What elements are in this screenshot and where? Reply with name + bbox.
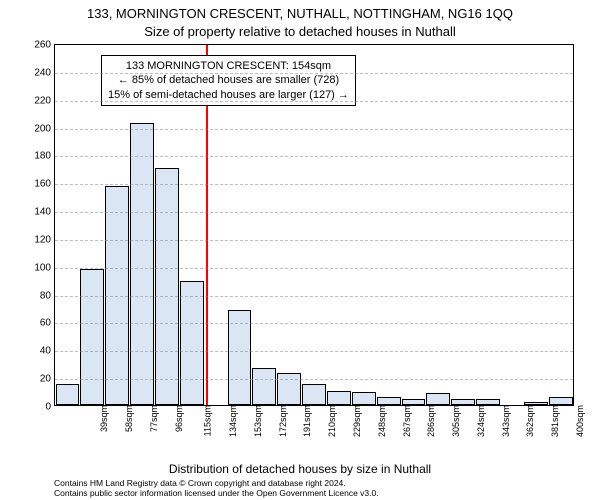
bar: [56, 384, 80, 405]
x-tick-label: 77sqm: [147, 405, 159, 432]
bar: [549, 397, 573, 405]
grid-line: [55, 296, 573, 298]
x-tick-label: 115sqm: [201, 405, 213, 436]
grid-line: [55, 379, 573, 381]
x-tick-label: 286sqm: [424, 405, 436, 437]
grid-line: [55, 184, 573, 186]
grid-line: [55, 73, 573, 75]
x-tick-label: 134sqm: [226, 405, 238, 437]
x-tick-label: 191sqm: [301, 405, 313, 437]
bar: [377, 397, 401, 405]
info-line-1: 133 MORNINGTON CRESCENT: 154sqm: [108, 59, 349, 73]
chart-title-sub: Size of property relative to detached ho…: [0, 24, 600, 39]
grid-line: [55, 323, 573, 325]
x-tick-label: 305sqm: [449, 405, 461, 437]
y-tick-label: 80: [40, 290, 55, 301]
footer: Contains HM Land Registry data © Crown c…: [54, 479, 592, 498]
x-tick-label: 267sqm: [400, 405, 412, 437]
y-tick-label: 0: [45, 402, 55, 413]
grid-line: [55, 101, 573, 103]
grid-line: [55, 129, 573, 131]
y-tick-label: 20: [40, 374, 55, 385]
y-tick-label: 180: [34, 151, 55, 162]
bar: [155, 168, 179, 405]
y-tick-label: 240: [34, 67, 55, 78]
x-tick-label: 229sqm: [350, 405, 362, 437]
y-tick-label: 220: [34, 95, 55, 106]
grid-line: [55, 268, 573, 270]
bar: [80, 269, 104, 405]
x-tick-label: 381sqm: [548, 405, 560, 437]
y-tick-label: 260: [34, 40, 55, 51]
info-box: 133 MORNINGTON CRESCENT: 154sqm ← 85% of…: [101, 55, 356, 106]
footer-line-2: Contains public sector information licen…: [54, 489, 592, 498]
grid-line: [55, 351, 573, 353]
bar: [302, 384, 326, 405]
y-tick-label: 60: [40, 318, 55, 329]
y-tick-label: 100: [34, 262, 55, 273]
y-tick-label: 40: [40, 346, 55, 357]
x-tick-label: 153sqm: [251, 405, 263, 437]
x-tick-label: 248sqm: [375, 405, 387, 437]
bar: [426, 393, 450, 405]
chart-title-main: 133, MORNINGTON CRESCENT, NUTHALL, NOTTI…: [0, 6, 600, 21]
chart-container: 133, MORNINGTON CRESCENT, NUTHALL, NOTTI…: [0, 0, 600, 500]
grid-line: [55, 156, 573, 158]
grid-line: [55, 240, 573, 242]
y-tick-label: 120: [34, 234, 55, 245]
x-axis-label: Distribution of detached houses by size …: [0, 462, 600, 476]
y-tick-label: 160: [34, 179, 55, 190]
bar: [352, 392, 376, 405]
x-tick-label: 400sqm: [573, 405, 585, 437]
x-tick-label: 96sqm: [172, 405, 184, 432]
x-tick-label: 39sqm: [97, 405, 109, 432]
x-tick-label: 210sqm: [325, 405, 337, 437]
y-tick-label: 140: [34, 207, 55, 218]
grid-line: [55, 212, 573, 214]
bar: [327, 391, 351, 405]
x-tick-label: 324sqm: [474, 405, 486, 437]
x-tick-label: 343sqm: [499, 405, 511, 437]
info-line-2: ← 85% of detached houses are smaller (72…: [108, 73, 349, 87]
y-tick-label: 200: [34, 123, 55, 134]
bar: [180, 281, 204, 405]
x-tick-label: 362sqm: [523, 405, 535, 437]
x-tick-label: 58sqm: [122, 405, 134, 432]
bar: [252, 368, 276, 405]
bar: [130, 123, 154, 405]
x-tick-label: 172sqm: [276, 405, 288, 437]
bar: [277, 373, 301, 405]
plot-area: 133 MORNINGTON CRESCENT: 154sqm ← 85% of…: [54, 44, 574, 406]
